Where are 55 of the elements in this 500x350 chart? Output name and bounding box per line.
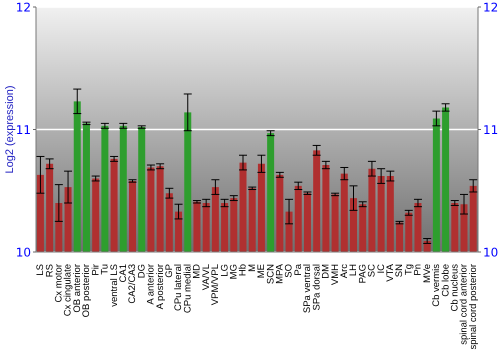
y-tick-label: 11 [16,122,31,137]
x-tick-label: Cb nucleus [449,264,460,312]
x-tick-label: VMH [330,264,341,286]
x-tick-label: ME [256,264,268,278]
x-tick-label: spinal cord anterior [458,264,470,345]
x-tick-label: Cb lobe [440,264,452,297]
x-tick-label: SPa ventral [302,264,314,314]
x-tick-label: MPA [274,263,286,284]
x-tick-label: VA/VL [200,264,212,290]
x-tick-label: LS [35,264,46,276]
x-tick-label: LG [219,264,230,277]
x-tick-label: Cx cingulate [62,264,74,316]
x-tick-label: Pn [412,264,424,276]
x-tick-label: PAG [357,264,368,284]
y2-tick-label: 11 [483,122,498,137]
x-tick-label: LH [348,264,360,276]
x-tick-label: CPu medial [182,264,194,314]
x-tick-label: IC [376,264,387,274]
x-tick-label: SO [284,264,295,278]
x-tick-label: VPM/VPL [210,264,222,306]
x-tick-label: MG [228,264,240,280]
y2-tick-label: 12 [483,0,498,14]
x-tick-label: M [246,264,258,272]
y2-tick-label: 10 [483,245,498,260]
x-tick-label: Pa [292,263,304,276]
x-tick-label: OB posterior [81,264,92,318]
x-tick-label: MVe [422,264,433,284]
x-tick-label: ventral LS [108,264,120,307]
x-tick-label: SPa dorsal [311,264,322,310]
x-tick-label: Arc [338,264,350,278]
x-tick-label: spinal cord posterior [468,264,479,350]
x-tick-label: SCN [265,264,276,284]
x-tick-label: CA1 [118,264,129,282]
x-tick-label: RS [44,264,56,278]
x-tick-label: A anterior [146,264,157,305]
x-tick-label: SN [394,264,406,278]
x-tick-label: DG [136,264,148,278]
x-tick-label: Cb vermis [431,264,442,307]
x-tick-label: CA2/CA3 [127,264,138,304]
x-tick-label: OB anterior [72,264,83,313]
y-tick-label: 12 [16,0,31,14]
x-tick-label: SC [366,264,378,278]
x-tick-label: DM [320,264,332,279]
x-tick-label: CPu lateral [173,264,184,311]
y-axis-title: Log2 (expression) [4,85,16,174]
x-tick-label: Pir [90,264,102,276]
x-tick-label: Tu [100,264,111,275]
y-tick-label: 10 [16,245,31,260]
x-tick-label: GP [164,264,176,278]
x-tick-label: Hb [238,264,249,276]
x-tick-label: VTA [385,263,396,282]
x-tick-label: A posterior [154,264,166,310]
x-tick-label: Tg [403,264,414,276]
x-tick-label: MD [192,264,203,279]
x-tick-label: Cx motor [54,264,65,303]
